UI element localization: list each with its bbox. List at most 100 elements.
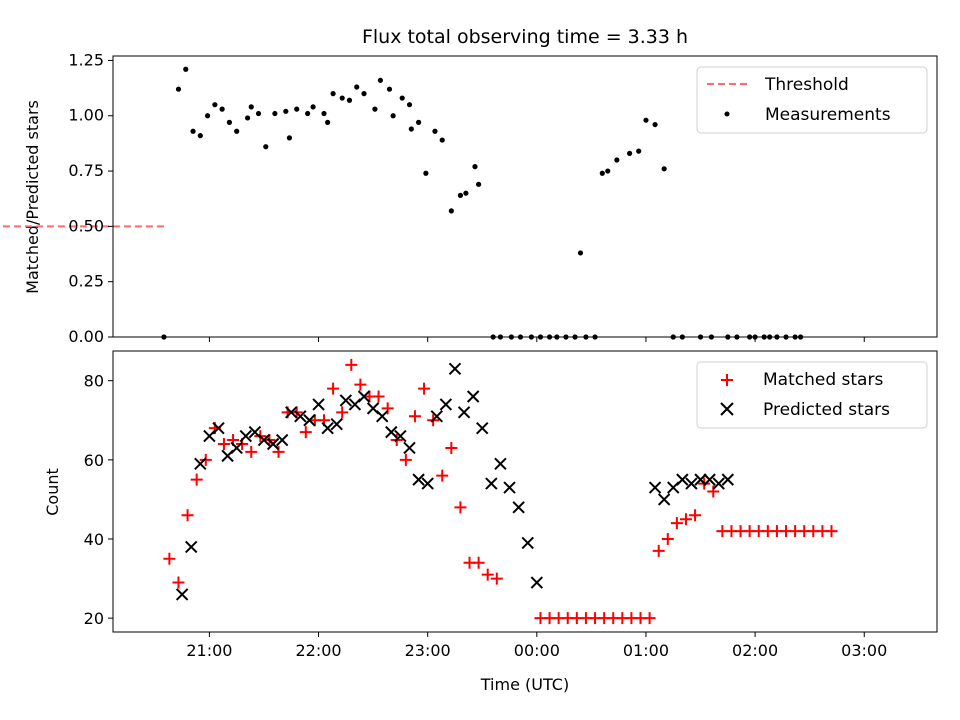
matched-star-point: [345, 358, 358, 371]
measurement-point: [643, 117, 649, 123]
top-plot-frame: [112, 55, 938, 338]
x-tick-label: 22:00: [295, 641, 341, 660]
measurement-point: [294, 106, 300, 112]
predicted-star-point: [421, 477, 434, 490]
top-y-tick-label: 0.50: [68, 216, 104, 235]
predicted-star-point: [439, 398, 453, 411]
top-legend: Threshold Measurements: [696, 66, 928, 134]
predicted-star-point: [476, 421, 489, 435]
matched-star-point: [707, 485, 720, 498]
measurement-point: [219, 106, 225, 112]
measurement-point: [599, 170, 605, 176]
top-y-tick-label: 0.25: [68, 272, 104, 291]
bottom-legend-box: [696, 361, 928, 429]
predicted-star-point: [239, 429, 252, 443]
matched-star-point: [217, 438, 230, 451]
measurement-point: [636, 148, 642, 154]
measurement-point: [614, 157, 620, 163]
measurement-point: [423, 170, 429, 176]
predicted-star-point: [275, 433, 289, 447]
matched-star-point: [172, 576, 185, 589]
matched-star-point: [372, 390, 385, 403]
predicted-star-point: [648, 481, 662, 494]
matched-star-point: [272, 445, 285, 458]
measurement-point: [472, 164, 478, 170]
predicted-star-point: [257, 433, 271, 447]
x-tick-label: 00:00: [514, 641, 560, 660]
predicted-star-point: [212, 421, 225, 435]
matched-star-point: [199, 453, 212, 466]
predicted-star-point: [503, 481, 516, 494]
measurement-point: [286, 135, 293, 141]
measurement-point: [399, 95, 405, 101]
measurement-point: [577, 250, 584, 256]
predicted-star-point: [376, 410, 389, 423]
measurement-point: [652, 121, 658, 128]
x-tick-label: 21:00: [186, 641, 232, 660]
predicted-star-point: [412, 473, 425, 486]
predicted-star-point: [403, 441, 416, 455]
matched-star-point: [181, 509, 194, 522]
predicted-star-point: [194, 457, 207, 471]
predicted-star-point: [303, 414, 316, 427]
matched-star-point: [163, 552, 176, 565]
measurement-point: [661, 166, 667, 172]
predicted-star-point: [721, 473, 735, 486]
matched-star-point: [418, 382, 431, 395]
predicted-star-point: [685, 477, 698, 490]
measurement-point: [406, 102, 413, 108]
measurement-point: [175, 86, 182, 92]
predicted-star-point: [448, 362, 462, 376]
matched-star-point: [299, 426, 312, 439]
bottom-y-tick-label: 60: [84, 451, 104, 470]
measurement-point: [197, 133, 203, 139]
measurement-point: [386, 86, 393, 92]
x-tick-label: 02:00: [732, 641, 778, 660]
predicted-star-point: [521, 536, 534, 550]
predicted-star-point: [385, 425, 398, 439]
measurement-point: [390, 113, 396, 119]
legend-matched-swatch: [721, 374, 733, 386]
measurement-point: [415, 119, 422, 125]
matched-star-point: [490, 572, 503, 585]
bottom-y-axis-label: Count: [43, 468, 62, 516]
matched-star-point: [472, 556, 485, 569]
top-plot: 0.00 0.25 0.50 0.75 1.00 1.25: [0, 50, 938, 346]
predicted-star-point: [430, 410, 443, 423]
measurement-point: [339, 95, 345, 101]
measurement-point: [448, 208, 454, 214]
measurement-point: [463, 190, 469, 196]
predicted-star-point: [357, 390, 371, 403]
predicted-star-point: [285, 406, 298, 419]
matched-star-point: [670, 517, 683, 530]
matched-star-point: [652, 544, 665, 557]
bottom-plot-frame: [112, 350, 938, 633]
predicted-star-point: [339, 394, 353, 407]
predicted-star-point: [485, 477, 498, 490]
x-tick-label: 01:00: [623, 641, 669, 660]
predicted-star-point: [457, 406, 471, 419]
top-chart-title: Flux total observing time = 3.33 h: [362, 26, 688, 48]
predicted-star-point: [294, 410, 307, 423]
predicted-star-point: [694, 473, 707, 486]
matched-star-point: [381, 402, 394, 415]
measurement-point: [354, 84, 360, 90]
measurement-point: [234, 128, 240, 134]
measurement-point: [408, 126, 414, 132]
top-y-tick-label: 0.00: [68, 327, 104, 346]
measurement-point: [377, 77, 383, 83]
measurement-point: [330, 91, 336, 97]
measurement-point: [372, 106, 378, 112]
predicted-star-point: [657, 493, 671, 506]
matched-star-point: [825, 525, 838, 538]
bottom-y-tick-label: 40: [84, 530, 104, 549]
matched-star-point: [454, 501, 467, 514]
predicted-star-point: [312, 398, 325, 411]
measurement-point: [305, 110, 311, 117]
top-y-tick-label: 1.00: [68, 106, 104, 125]
predicted-star-point: [230, 441, 243, 455]
predicted-star-point: [530, 576, 544, 589]
top-legend-box: [696, 66, 928, 134]
measurement-point: [255, 110, 262, 117]
legend-threshold-label: Threshold: [764, 75, 849, 95]
